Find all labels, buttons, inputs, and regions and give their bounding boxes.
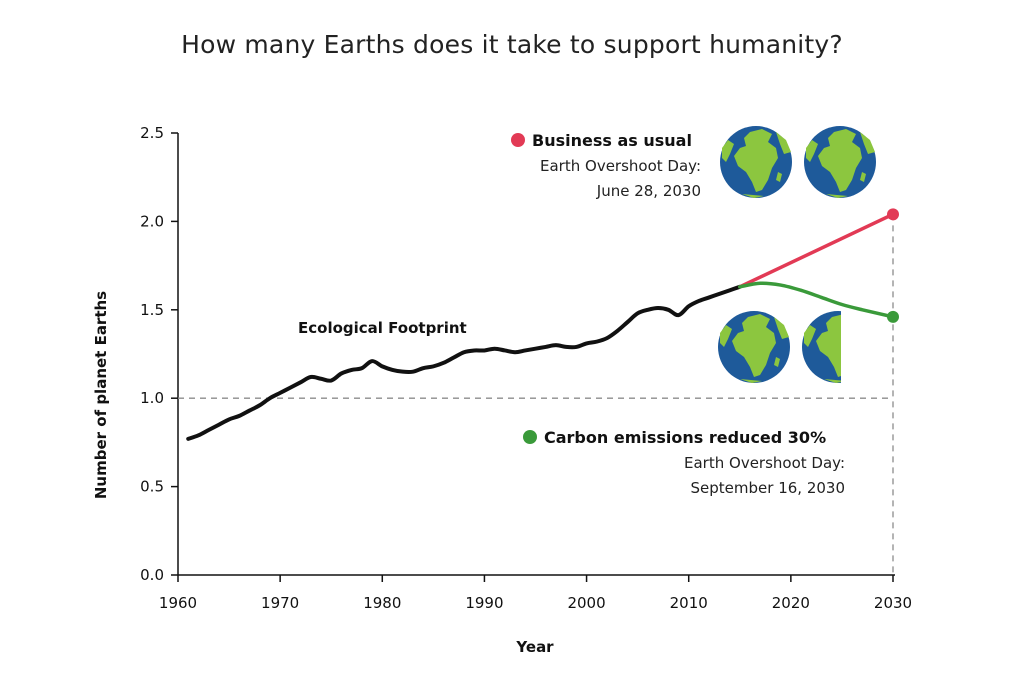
business-as-usual-line [738, 212, 895, 289]
x-tick-label: 1990 [465, 594, 503, 612]
earth-globe-icon [718, 311, 790, 383]
earth-icons-group [718, 126, 876, 383]
chart-title: How many Earths does it take to support … [181, 30, 843, 59]
ecological-footprint-line [186, 284, 742, 441]
x-axis-label: Year [515, 638, 554, 656]
carbon-reduced-line [738, 281, 895, 319]
y-tick-label: 2.5 [140, 124, 164, 142]
business-as-usual-overshoot-date: June 28, 2030 [596, 182, 701, 200]
business-as-usual-title: Business as usual [532, 131, 692, 150]
x-tick-label: 2010 [670, 594, 708, 612]
x-tick-label: 1960 [159, 594, 197, 612]
ecological-footprint-label: Ecological Footprint [298, 319, 467, 337]
y-tick-label: 1.0 [140, 389, 164, 407]
y-tick-label: 0.0 [140, 566, 164, 584]
y-tick-label: 1.5 [140, 301, 164, 319]
business-as-usual-marker [511, 133, 525, 147]
y-axis-label: Number of planet Earths [92, 291, 110, 499]
y-tick-label: 0.5 [140, 478, 164, 496]
x-tick-label: 2000 [567, 594, 605, 612]
x-tick-label: 1970 [261, 594, 299, 612]
earth-globe-icon [802, 311, 841, 383]
x-tick-label: 1980 [363, 594, 401, 612]
earth-globe-icon [804, 126, 876, 198]
y-tick-label: 2.0 [140, 212, 164, 230]
carbon-reduced-end-point [887, 310, 899, 323]
x-tick-label: 2020 [772, 594, 810, 612]
x-ticks-group: 1960 1970 1980 1990 2000 2010 2020 2030 [159, 575, 912, 612]
business-as-usual-overshoot-label: Earth Overshoot Day: [540, 157, 701, 175]
carbon-reduced-overshoot-date: September 16, 2030 [691, 479, 845, 497]
y-ticks-group: 0.0 0.5 1.0 1.5 2.0 2.5 [140, 124, 178, 584]
earth-globe-icon [720, 126, 792, 198]
carbon-reduced-title: Carbon emissions reduced 30% [544, 428, 826, 447]
x-tick-label: 2030 [874, 594, 912, 612]
carbon-reduced-overshoot-label: Earth Overshoot Day: [684, 454, 845, 472]
business-as-usual-end-point [887, 208, 899, 221]
carbon-reduced-marker [523, 430, 537, 444]
